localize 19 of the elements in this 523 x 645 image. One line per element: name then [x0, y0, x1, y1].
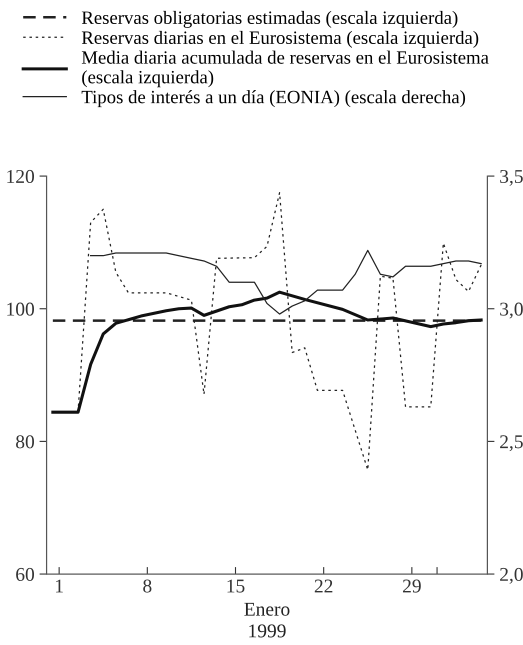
y-tick-label: 100: [7, 302, 34, 316]
legend-label: Tipos de interés a un día (EONIA) (escala derecha): [82, 90, 466, 108]
legend-label: Media diaria acumulada de reservas en el Eurosistema (escala izquierda): [82, 50, 489, 88]
y2-tick-label: 3,5: [500, 170, 523, 186]
line-series: [51, 290, 483, 414]
x-tick-label: 15: [227, 580, 244, 593]
y-tick-label: 120: [7, 170, 34, 184]
x-tick-label: 8: [143, 579, 152, 593]
y2-tick-label: 2,0: [500, 568, 523, 584]
legend-label: Reservas diarias en el Eurosistema (escala izquierda): [82, 30, 478, 48]
y-tick-label: 80: [16, 435, 34, 448]
x-axis-title: Enero 1999: [244, 602, 290, 638]
y-tick-label: 60: [16, 568, 34, 581]
x-tick-label: 1: [56, 580, 63, 592]
x-tick-label: 22: [314, 580, 332, 592]
legend-label: Reservas obligatorias estimadas (escala izquierda): [82, 10, 458, 28]
y2-tick-label: 2,5: [500, 435, 523, 452]
x-tick-label: 29: [402, 580, 421, 593]
y2-tick-label: 3,0: [500, 302, 523, 318]
